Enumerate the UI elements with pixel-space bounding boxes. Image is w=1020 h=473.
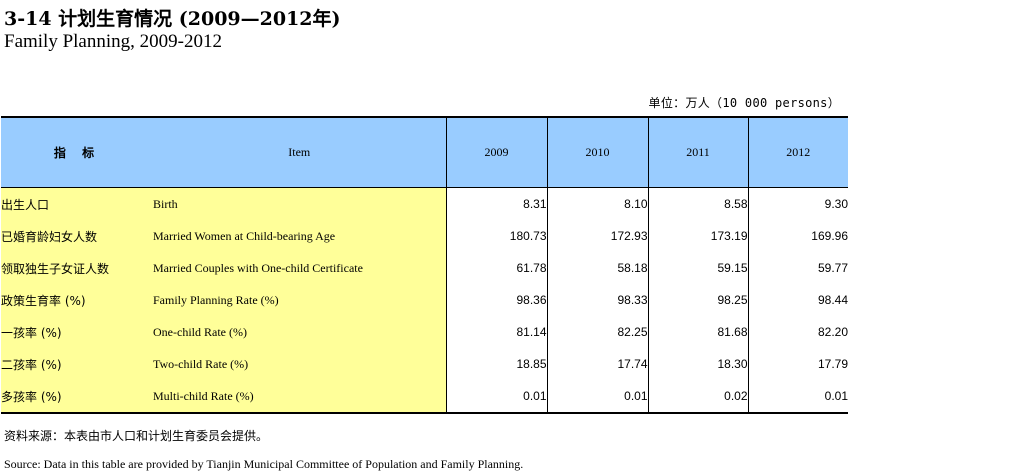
unit-label: 单位：万人（10 000 persons）: [648, 96, 840, 110]
header-year-2012: 2012: [747, 116, 848, 188]
cell-value: 58.18: [546, 252, 648, 284]
source-note-en: Source: Data in this table are provided …: [4, 457, 524, 471]
cell-value: 8.10: [546, 187, 648, 220]
row-label-cn: 一孩率 (%): [1, 316, 153, 348]
cell-value: 81.14: [445, 316, 547, 348]
row-label-en: Birth: [153, 187, 446, 220]
cell-value: 98.25: [647, 284, 748, 316]
row-label-cn: 出生人口: [1, 187, 153, 220]
page-title-cn: 3-14 计划生育情况 (2009—2012年): [4, 8, 341, 30]
cell-value: 169.96: [747, 220, 848, 252]
cell-value: 17.74: [546, 348, 648, 380]
cell-value: 82.20: [747, 316, 848, 348]
row-label-cn: 已婚育龄妇女人数: [1, 220, 153, 252]
row-label-en: Married Women at Child-bearing Age: [153, 220, 446, 252]
row-label-en: One-child Rate (%): [153, 316, 446, 348]
cell-value: 98.36: [445, 284, 547, 316]
family-planning-table: 指 标 Item 2009 2010 2011 2012 出生人口 Birth …: [1, 116, 848, 414]
cell-value: 0.01: [546, 380, 648, 414]
cell-value: 61.78: [445, 252, 547, 284]
cell-value: 8.58: [647, 187, 748, 220]
row-label-en: Two-child Rate (%): [153, 348, 446, 380]
cell-value: 0.01: [445, 380, 547, 414]
row-label-cn: 政策生育率 (%): [1, 284, 153, 316]
table-row: 出生人口 Birth 8.31 8.10 8.58 9.30: [1, 187, 848, 220]
table-row: 领取独生子女证人数 Married Couples with One-child…: [1, 252, 848, 284]
header-item-en: Item: [153, 116, 446, 188]
table-row: 政策生育率 (%) Family Planning Rate (%) 98.36…: [1, 284, 848, 316]
cell-value: 0.01: [747, 380, 848, 414]
row-label-en: Multi-child Rate (%): [153, 380, 446, 414]
cell-value: 180.73: [445, 220, 547, 252]
header-item-cn: 指 标: [1, 116, 153, 188]
header-year-2009: 2009: [445, 116, 547, 188]
row-label-en: Married Couples with One-child Certifica…: [153, 252, 446, 284]
cell-value: 18.30: [647, 348, 748, 380]
row-label-cn: 领取独生子女证人数: [1, 252, 153, 284]
cell-value: 8.31: [445, 187, 547, 220]
row-label-cn: 多孩率 (%): [1, 380, 153, 414]
cell-value: 9.30: [747, 187, 848, 220]
cell-value: 59.15: [647, 252, 748, 284]
table-row: 二孩率 (%) Two-child Rate (%) 18.85 17.74 1…: [1, 348, 848, 380]
row-label-en: Family Planning Rate (%): [153, 284, 446, 316]
cell-value: 59.77: [747, 252, 848, 284]
cell-value: 18.85: [445, 348, 547, 380]
table-row: 多孩率 (%) Multi-child Rate (%) 0.01 0.01 0…: [1, 380, 848, 414]
table-header-row: 指 标 Item 2009 2010 2011 2012: [1, 116, 848, 188]
cell-value: 82.25: [546, 316, 648, 348]
cell-value: 17.79: [747, 348, 848, 380]
cell-value: 173.19: [647, 220, 748, 252]
table-row: 已婚育龄妇女人数 Married Women at Child-bearing …: [1, 220, 848, 252]
source-note-cn: 资料来源：本表由市人口和计划生育委员会提供。: [4, 429, 269, 443]
row-label-cn: 二孩率 (%): [1, 348, 153, 380]
cell-value: 0.02: [647, 380, 748, 414]
cell-value: 172.93: [546, 220, 648, 252]
header-year-2011: 2011: [647, 116, 748, 188]
cell-value: 98.44: [747, 284, 848, 316]
page-title-en: Family Planning, 2009-2012: [4, 31, 222, 52]
header-year-2010: 2010: [546, 116, 648, 188]
cell-value: 81.68: [647, 316, 748, 348]
table-row: 一孩率 (%) One-child Rate (%) 81.14 82.25 8…: [1, 316, 848, 348]
cell-value: 98.33: [546, 284, 648, 316]
